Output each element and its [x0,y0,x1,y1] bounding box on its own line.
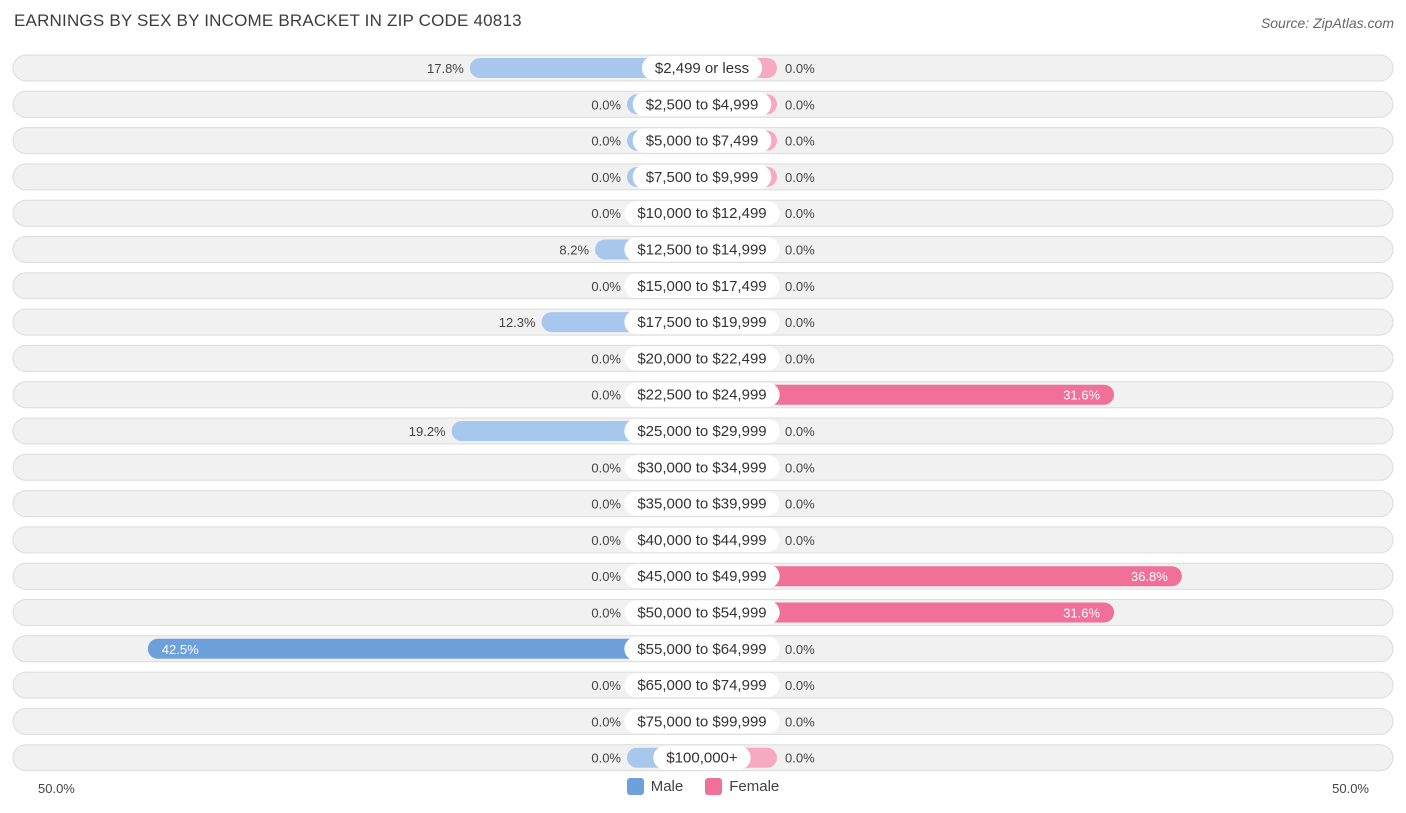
bar-male [147,638,703,659]
data-label-male: 8.2% [559,243,589,258]
data-label-male: 0.0% [591,388,621,403]
category-pill [624,201,780,226]
category-pill [624,455,780,480]
data-label-female: 0.0% [785,279,815,294]
data-label-male: 0.0% [591,569,621,584]
data-label-male: 0.0% [591,351,621,366]
data-label-male: 0.0% [591,206,621,221]
data-label-male: 0.0% [591,533,621,548]
data-label-male: 0.0% [591,678,621,693]
data-label-female: 0.0% [785,351,815,366]
bar-female [702,602,1115,623]
category-pill [624,491,780,516]
data-label-male: 0.0% [591,606,621,621]
data-label-female: 0.0% [785,170,815,185]
data-label-male: 19.2% [409,424,446,439]
data-label-female: 31.6% [1063,388,1100,403]
category-label: $7,500 to $9,999 [646,169,759,186]
category-pill [624,273,780,298]
category-label: $100,000+ [666,750,738,767]
data-label-female: 0.0% [785,678,815,693]
data-label-female: 0.0% [785,497,815,512]
data-label-female: 0.0% [785,315,815,330]
data-label-male: 0.0% [591,279,621,294]
data-label-female: 0.0% [785,714,815,729]
category-pill [632,164,772,189]
category-pill [653,745,751,770]
category-label: $5,000 to $7,499 [646,133,759,150]
category-pill [632,128,772,153]
legend-item-male: Male [626,778,684,795]
data-label-female: 36.8% [1131,569,1168,584]
data-label-female: 0.0% [785,243,815,258]
category-pill [624,600,780,625]
axis-label-left: 50.0% [38,781,75,796]
axis-label-right: 50.0% [1332,781,1369,796]
category-label: $12,500 to $14,999 [637,242,766,259]
category-label: $2,500 to $4,999 [646,96,759,113]
category-pill [624,419,780,443]
data-label-female: 0.0% [785,134,815,149]
data-label-male: 17.8% [427,61,464,76]
category-label: $22,500 to $24,999 [637,387,766,404]
category-pill [624,310,780,335]
category-label: $25,000 to $29,999 [637,423,766,440]
category-label: $50,000 to $54,999 [637,605,766,622]
legend-item-female: Female [705,778,779,795]
legend-swatch-male [626,778,644,795]
category-label: $65,000 to $74,999 [637,677,766,694]
category-label: $35,000 to $39,999 [637,496,766,513]
category-pill [624,237,780,262]
data-label-female: 31.6% [1063,606,1100,621]
data-label-female: 0.0% [785,533,815,548]
category-pill [624,564,780,589]
data-label-female: 0.0% [785,424,815,439]
chart-title: EARNINGS BY SEX BY INCOME BRACKET IN ZIP… [14,11,522,30]
data-label-male: 0.0% [591,460,621,475]
category-label: $2,499 or less [655,60,749,77]
data-label-male: 12.3% [499,315,536,330]
legend: Male Female [0,778,1406,795]
category-pill [641,56,763,80]
data-label-female: 0.0% [785,751,815,766]
category-pill [624,673,780,698]
category-pill [624,346,780,371]
legend-label-female: Female [729,778,780,795]
legend-label-male: Male [650,778,684,795]
data-label-female: 0.0% [785,642,815,657]
data-label-male: 0.0% [591,97,621,112]
category-label: $75,000 to $99,999 [637,713,766,730]
category-label: $40,000 to $44,999 [637,532,766,549]
data-label-female: 0.0% [785,61,815,76]
data-label-male: 42.5% [162,642,199,657]
category-pill [624,382,780,407]
data-label-male: 0.0% [591,714,621,729]
category-pill [624,636,780,661]
category-label: $30,000 to $34,999 [637,459,766,476]
bar-female [702,566,1182,587]
data-label-female: 0.0% [785,206,815,221]
category-label: $45,000 to $49,999 [637,568,766,585]
category-label: $15,000 to $17,499 [637,278,766,295]
source-credit: Source: ZipAtlas.com [1260,15,1394,31]
data-label-male: 0.0% [591,497,621,512]
data-label-male: 0.0% [591,170,621,185]
data-label-male: 0.0% [591,134,621,149]
category-pill [632,92,772,117]
legend-swatch-female [705,778,723,795]
bar-female [702,384,1115,405]
data-label-female: 0.0% [785,97,815,112]
data-label-female: 0.0% [785,460,815,475]
category-label: $55,000 to $64,999 [637,641,766,658]
category-label: $17,500 to $19,999 [637,314,766,331]
category-label: $10,000 to $12,499 [637,205,766,222]
data-label-male: 0.0% [591,751,621,766]
category-pill [624,709,780,734]
category-pill [624,527,780,552]
category-label: $20,000 to $22,499 [637,350,766,367]
